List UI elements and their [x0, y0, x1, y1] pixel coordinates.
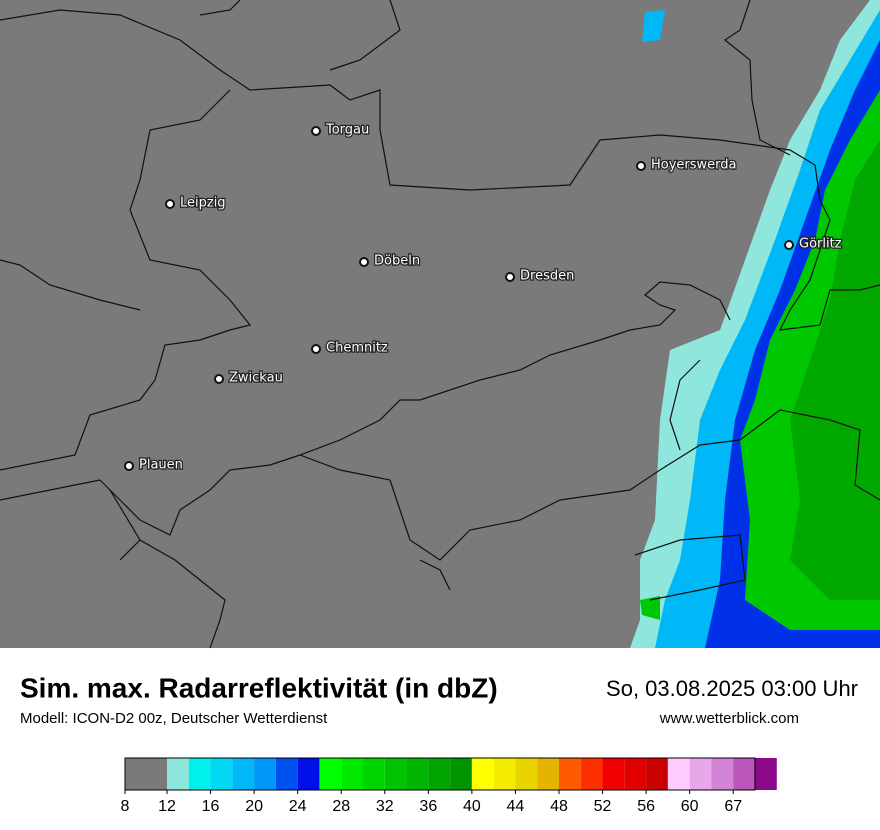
colorbar-segment	[167, 758, 189, 790]
colorbar-segment	[450, 758, 472, 790]
city-marker	[505, 272, 515, 282]
colorbar-tick-label: 52	[594, 798, 612, 815]
city-label: Dresden	[520, 269, 574, 284]
colorbar-segment	[406, 758, 429, 790]
colorbar-segment	[428, 758, 451, 790]
city-label: Görlitz	[799, 237, 842, 252]
colorbar-segment	[624, 758, 647, 790]
city-marker	[636, 161, 646, 171]
city-marker	[165, 199, 175, 209]
colorbar-tick-label: 24	[289, 798, 307, 815]
colorbar-tick-label: 48	[550, 798, 568, 815]
colorbar-segment	[602, 758, 625, 790]
city-label: Leipzig	[180, 196, 226, 211]
colorbar-segment	[384, 758, 407, 790]
precipitation	[630, 0, 880, 648]
colorbar-segment	[125, 758, 167, 790]
colorbar-tick-label: 56	[637, 798, 655, 815]
colorbar-segment	[210, 758, 233, 790]
colorbar-tick-label: 36	[419, 798, 437, 815]
colorbar-tick-label: 32	[376, 798, 394, 815]
colorbar-segment	[689, 758, 712, 790]
colorbar-segment	[232, 758, 255, 790]
map-title: Sim. max. Radarreflektivität (in dbZ)	[20, 672, 498, 703]
city-label: Chemnitz	[326, 341, 388, 356]
city-marker	[359, 257, 369, 267]
website: www.wetterblick.com	[659, 710, 799, 727]
colorbar-segment	[755, 758, 777, 790]
colorbar-tick-label: 20	[245, 798, 263, 815]
colorbar-tick-label: 40	[463, 798, 481, 815]
colorbar-segment	[254, 758, 276, 790]
city-label: Torgau	[325, 123, 369, 138]
colorbar-segment	[493, 758, 516, 790]
borders	[0, 0, 880, 649]
colorbar-segment	[515, 758, 538, 790]
colorbar-tick-label: 44	[507, 798, 525, 815]
city-marker	[124, 461, 134, 471]
colorbar-segment	[341, 758, 363, 790]
city-label: Zwickau	[229, 371, 283, 386]
colorbar-segment	[667, 758, 690, 790]
colorbar-frame	[124, 757, 756, 791]
city-marker	[784, 240, 794, 250]
colorbar-segment	[580, 758, 603, 790]
city-label: Hoyerswerda	[651, 158, 737, 173]
colorbar-segment	[537, 758, 559, 790]
model-info: Modell: ICON-D2 00z, Deutscher Wetterdie…	[20, 710, 328, 727]
colorbar-segment	[363, 758, 385, 790]
city-marker	[311, 344, 321, 354]
colorbar-segment	[319, 758, 342, 790]
colorbar-segment	[275, 758, 298, 790]
colorbar-segment	[188, 758, 211, 790]
colorbar-tick-label: 67	[724, 798, 742, 815]
colorbar-segment	[646, 758, 668, 790]
colorbar-segment	[471, 758, 494, 790]
city-label: Döbeln	[374, 254, 420, 269]
colorbar-segment	[711, 758, 734, 790]
colorbar-tick-label: 28	[332, 798, 350, 815]
colorbar-tick-label: 60	[681, 798, 699, 815]
colorbar-tick-label: 16	[202, 798, 220, 815]
colorbar: 8 12 16 20 24 28 32 36 40 44 48 52 56 60 67	[121, 757, 777, 815]
colorbar-segment	[559, 758, 581, 790]
colorbar-segment	[733, 758, 755, 790]
colorbar-tick-label: 12	[158, 798, 176, 815]
city-label: Plauen	[139, 458, 183, 473]
colorbar-tick-label: 8	[121, 798, 130, 815]
city-marker	[214, 374, 224, 384]
city-marker	[311, 126, 321, 136]
forecast-time: So, 03.08.2025 03:00 Uhr	[606, 676, 858, 701]
colorbar-segment	[297, 758, 320, 790]
cities: Torgau Hoyerswerda Leipzig Görlitz Döbeln Dre…	[124, 121, 843, 474]
